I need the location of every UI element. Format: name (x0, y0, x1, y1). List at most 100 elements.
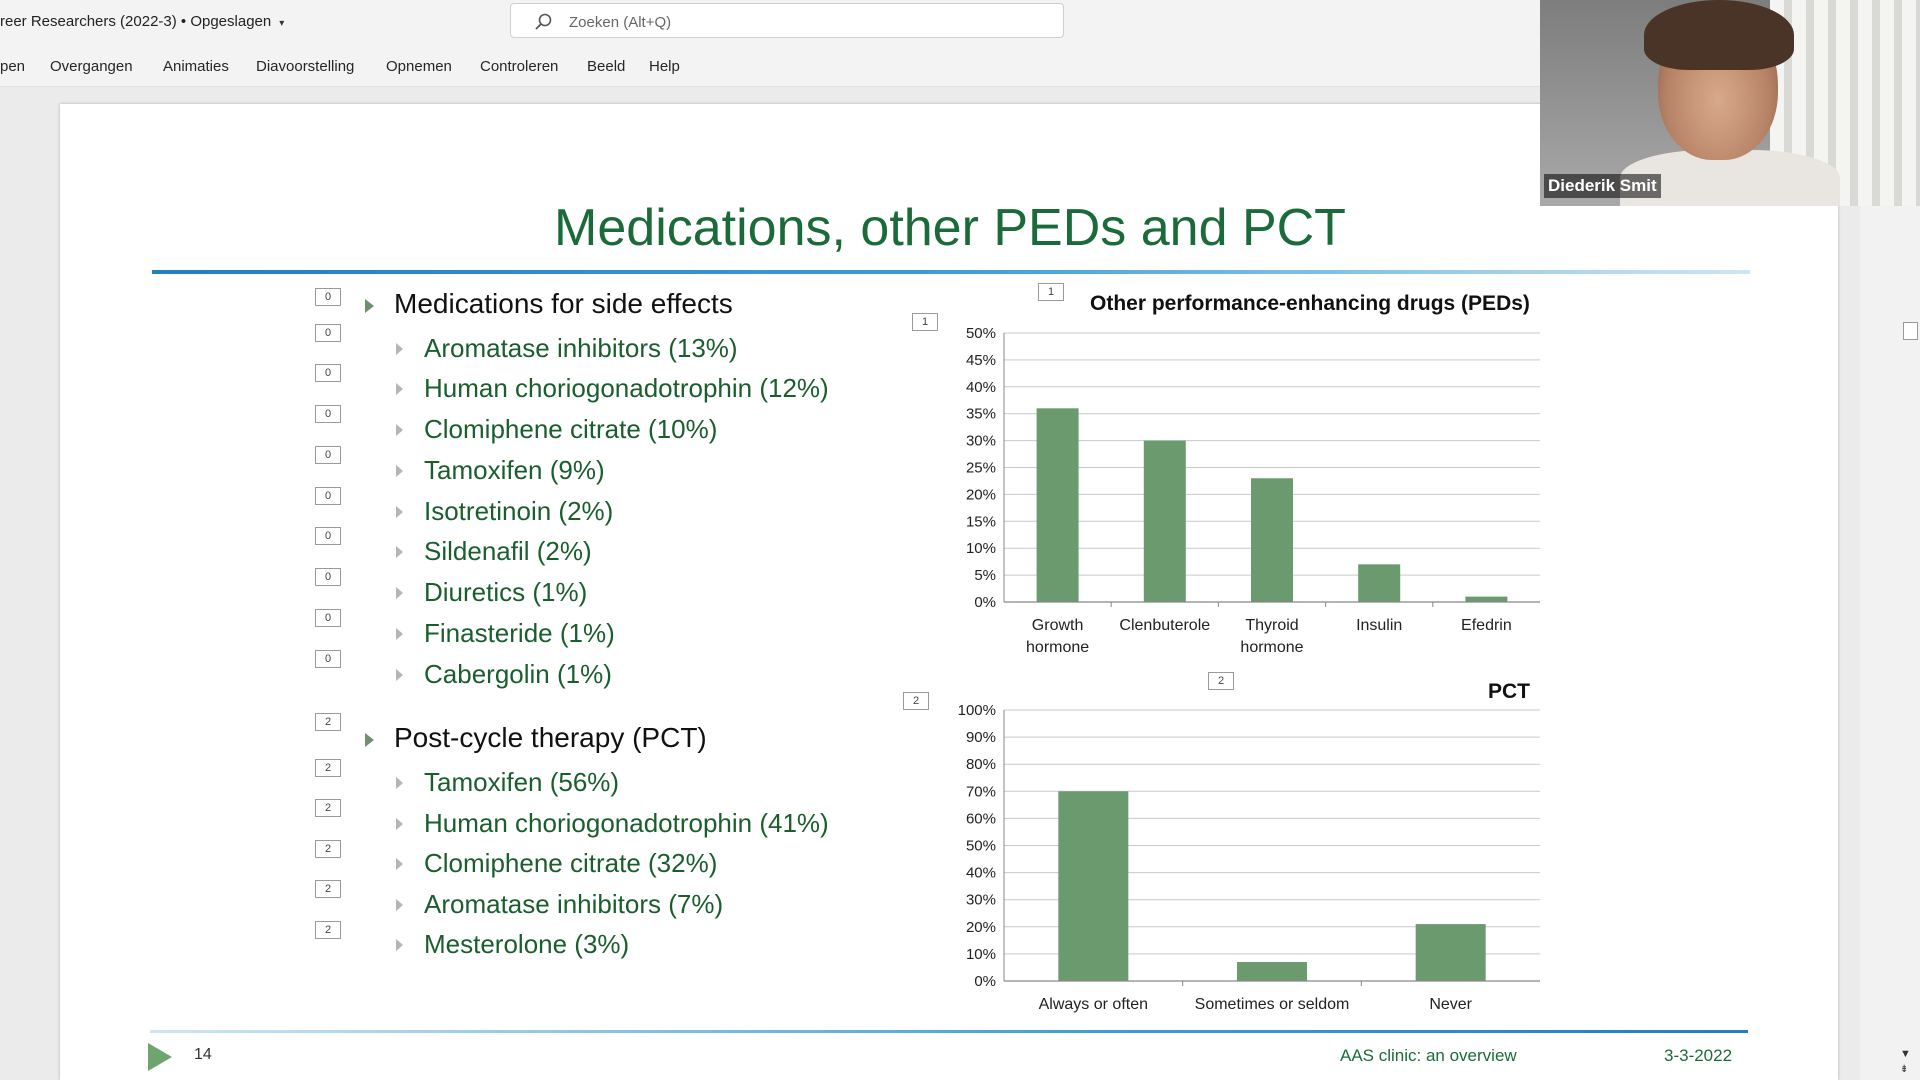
animation-tag[interactable]: 0 (315, 288, 341, 306)
vertical-scrollbar[interactable] (1860, 87, 1920, 1080)
animation-tag[interactable]: 2 (315, 840, 341, 858)
bullet-arrow-icon (396, 465, 403, 477)
animation-tag[interactable]: 2 (315, 880, 341, 898)
bar[interactable] (1465, 596, 1508, 602)
list-item[interactable]: Mesterolone (3%) (424, 929, 630, 959)
chart-title-pct[interactable]: PCT (1488, 680, 1530, 703)
list-item[interactable]: Tamoxifen (9%) (424, 455, 605, 485)
tab-overgangen[interactable]: Overgangen (50, 58, 133, 75)
scroll-end-icon[interactable]: ⇟ (1900, 1064, 1909, 1075)
y-tick-label: 0% (974, 973, 996, 990)
footer-divider (150, 1030, 1748, 1033)
bar[interactable] (1058, 791, 1129, 981)
animation-tag[interactable]: 2 (1208, 672, 1234, 690)
list-item[interactable]: Finasteride (1%) (424, 618, 615, 648)
animation-tag[interactable]: 0 (315, 487, 341, 505)
animation-tag[interactable]: 0 (315, 527, 341, 545)
tab-beeld[interactable]: Beeld (587, 58, 626, 75)
document-title-text: reer Researchers (2022-3) • Opgeslagen (0, 13, 272, 30)
animation-tag[interactable]: 0 (315, 324, 341, 342)
animation-tag[interactable]: 0 (315, 446, 341, 464)
footer-date[interactable]: 3-3-2022 (1664, 1046, 1733, 1065)
y-tick-label: 70% (966, 783, 996, 800)
tab-animaties[interactable]: Animaties (163, 58, 229, 75)
animation-tag[interactable]: 2 (315, 713, 341, 731)
list-item[interactable]: Clomiphene citrate (32%) (424, 848, 718, 878)
tab-diavoorstelling[interactable]: Diavoorstelling (256, 58, 355, 75)
bar[interactable] (1036, 408, 1079, 602)
animation-tag[interactable]: 0 (315, 364, 341, 382)
animation-tag[interactable]: 0 (315, 609, 341, 627)
y-tick-label: 15% (966, 513, 996, 530)
x-tick-label: Never (1429, 996, 1472, 1013)
x-tick-label: Growth (1032, 617, 1084, 634)
x-tick-label: Efedrin (1461, 617, 1512, 634)
animation-tag[interactable]: 2 (315, 921, 341, 939)
bullet-arrow-icon (396, 669, 403, 681)
x-tick-label: hormone (1240, 639, 1303, 656)
video-person-hair (1644, 0, 1794, 70)
bar[interactable] (1237, 962, 1307, 981)
footer-text[interactable]: AAS clinic: an overview (1340, 1046, 1517, 1065)
bar-chart-peds[interactable]: 0% 5% 10% 15% 20% 25% 30% 35% 40% 45% 50% Growth hor… (930, 316, 1570, 666)
animation-tag[interactable]: 1 (1038, 283, 1064, 301)
tab-controleren[interactable]: Controleren (480, 58, 559, 75)
document-title[interactable]: reer Researchers (2022-3) • Opgeslagen ▾ (0, 13, 284, 30)
search-icon (535, 13, 552, 30)
x-tick-label: Thyroid (1245, 617, 1298, 634)
list-item[interactable]: Aromatase inhibitors (7%) (424, 889, 724, 919)
slide-number: 14 (194, 1046, 212, 1063)
animation-tag[interactable]: 0 (315, 405, 341, 423)
list-item[interactable]: Aromatase inhibitors (13%) (424, 333, 738, 363)
list-item[interactable]: Sildenafil (2%) (424, 536, 592, 566)
animation-tag[interactable]: 2 (315, 799, 341, 817)
scrollbar-thumb[interactable] (1903, 322, 1918, 340)
bullet-arrow-icon (396, 546, 403, 558)
y-tick-label: 50% (966, 325, 996, 342)
x-tick-label: hormone (1026, 639, 1089, 656)
chevron-down-icon[interactable]: ▾ (279, 18, 285, 29)
y-tick-label: 20% (966, 919, 996, 936)
animation-tag[interactable]: 0 (315, 568, 341, 586)
scroll-down-icon[interactable]: ▼ (1900, 1048, 1911, 1060)
slide-canvas[interactable] (60, 104, 1838, 1080)
bar[interactable] (1415, 924, 1486, 981)
bullet-arrow-icon (396, 343, 403, 355)
list-item[interactable]: Tamoxifen (56%) (424, 767, 620, 797)
list-item[interactable]: Cabergolin (1%) (424, 659, 612, 689)
bullet-arrow-icon (396, 383, 403, 395)
bar[interactable] (1143, 440, 1186, 602)
tab-help[interactable]: Help (649, 58, 680, 75)
tab-opnemen[interactable]: Opnemen (386, 58, 452, 75)
bullet-arrow-icon (365, 733, 374, 747)
video-tile[interactable]: Diederik Smit (1540, 0, 1920, 206)
slide-title[interactable]: Medications, other PEDs and PCT (554, 199, 1346, 257)
section-heading-medications[interactable]: Medications for side effects (394, 288, 733, 319)
play-icon[interactable] (148, 1043, 172, 1071)
bar-chart-pct[interactable]: 0% 10% 20% 30% 40% 50% 60% 70% 80% 90% 100% Always … (930, 694, 1570, 1024)
search-box[interactable] (510, 3, 1064, 38)
list-item[interactable]: Isotretinoin (2%) (424, 496, 614, 526)
bar[interactable] (1358, 564, 1401, 602)
animation-tag[interactable]: 2 (903, 692, 929, 710)
bullet-arrow-icon (396, 777, 403, 789)
x-tick-label: Sometimes or seldom (1195, 996, 1350, 1013)
list-item[interactable]: Clomiphene citrate (10%) (424, 414, 718, 444)
search-input[interactable] (567, 10, 1051, 34)
list-item[interactable]: Human choriogonadotrophin (12%) (424, 373, 829, 403)
y-tick-label: 10% (966, 540, 996, 557)
bar[interactable] (1251, 478, 1293, 602)
title-divider (152, 270, 1750, 274)
y-tick-label: 40% (966, 379, 996, 396)
list-item[interactable]: Human choriogonadotrophin (41%) (424, 808, 829, 838)
chart-title-peds[interactable]: Other performance-enhancing drugs (PEDs) (1090, 292, 1530, 315)
tab-ontwerpen[interactable]: pen (0, 58, 26, 75)
animation-tag[interactable]: 2 (315, 759, 341, 777)
animation-tag[interactable]: 1 (912, 313, 938, 331)
x-tick-label: Insulin (1356, 617, 1402, 634)
animation-tag[interactable]: 0 (315, 650, 341, 668)
section-heading-pct[interactable]: Post-cycle therapy (PCT) (394, 722, 707, 753)
list-item[interactable]: Diuretics (1%) (424, 577, 588, 607)
y-tick-label: 40% (966, 865, 996, 882)
bullet-arrow-icon (365, 299, 374, 313)
